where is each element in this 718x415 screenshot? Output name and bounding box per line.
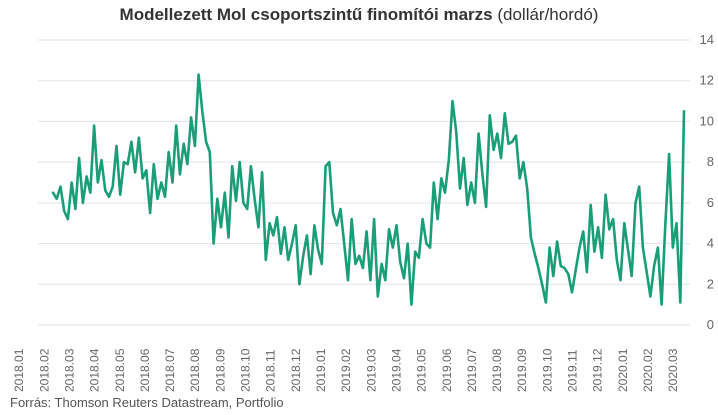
y-tick-label: 12 — [700, 73, 714, 88]
x-tick-label: 2019.01 — [314, 348, 328, 392]
x-tick-label: 2019.12 — [591, 348, 605, 392]
source-note: Forrás: Thomson Reuters Datastream, Port… — [10, 395, 284, 410]
x-tick-label: 2020.01 — [616, 348, 630, 392]
x-tick-label: 2018.09 — [213, 348, 227, 392]
x-axis-ticks: 2018.01 2018.02 2018.03 2018.04 2018.05 2018.… — [12, 348, 680, 392]
y-tick-label: 4 — [707, 236, 714, 251]
x-tick-label: 2019.05 — [415, 348, 429, 392]
x-tick-label: 2019.04 — [389, 348, 403, 392]
chart-title: Modellezett Mol csoportszintű finomítói … — [0, 5, 718, 25]
x-tick-label: 2019.02 — [339, 348, 353, 392]
x-tick-label: 2018.08 — [188, 348, 202, 392]
x-tick-label: 2019.08 — [490, 348, 504, 392]
y-tick-label: 6 — [707, 195, 714, 210]
x-tick-label: 2018.06 — [138, 348, 152, 392]
x-tick-label: 2018.04 — [88, 348, 102, 392]
y-tick-label: 0 — [707, 317, 714, 332]
y-tick-label: 14 — [700, 32, 714, 47]
y-tick-label: 8 — [707, 154, 714, 169]
x-tick-label: 2019.09 — [515, 348, 529, 392]
x-tick-label: 2018.02 — [37, 348, 51, 392]
y-axis-ticks: 0 2 4 6 8 10 12 14 — [700, 32, 714, 332]
x-tick-label: 2020.02 — [641, 348, 655, 392]
x-tick-label: 2018.07 — [163, 348, 177, 392]
series-line — [51, 73, 686, 306]
x-tick-label: 2019.07 — [465, 348, 479, 392]
x-tick-label: 2019.06 — [440, 348, 454, 392]
x-tick-label: 2018.12 — [289, 348, 303, 392]
y-tick-label: 2 — [707, 276, 714, 291]
x-tick-label: 2019.03 — [364, 348, 378, 392]
x-tick-label: 2018.05 — [113, 348, 127, 392]
x-tick-label: 2018.11 — [264, 349, 278, 392]
chart-title-main: Modellezett Mol csoportszintű finomítói … — [119, 5, 493, 24]
y-tick-label: 10 — [700, 113, 714, 128]
x-tick-label: 2019.11 — [566, 349, 580, 392]
x-tick-label: 2018.01 — [12, 348, 26, 392]
series-group — [51, 73, 686, 306]
gridlines — [38, 39, 690, 326]
chart-title-unit: (dollár/hordó) — [497, 5, 599, 24]
x-tick-label: 2018.03 — [62, 348, 76, 392]
x-tick-label: 2020.03 — [666, 348, 680, 392]
x-tick-label: 2018.10 — [239, 348, 253, 392]
x-tick-label: 2019.10 — [540, 348, 554, 392]
